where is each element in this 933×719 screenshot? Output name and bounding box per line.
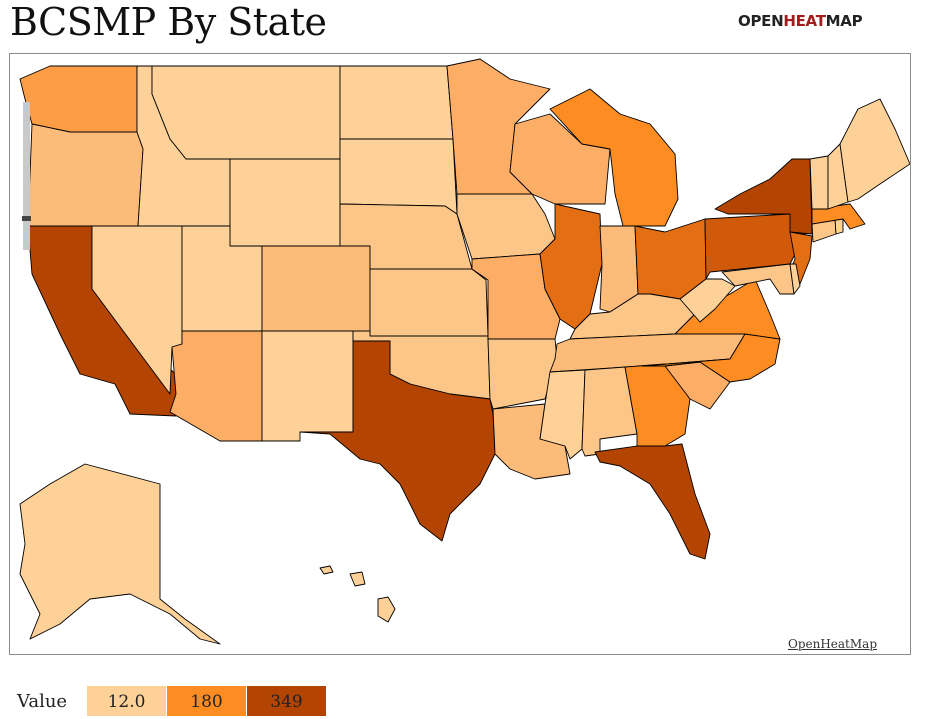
zoom-slider-track[interactable] — [23, 102, 30, 250]
state-maine[interactable] — [839, 98, 910, 203]
state-montana[interactable] — [151, 65, 341, 160]
us-state-map[interactable] — [10, 54, 910, 654]
state-arizona[interactable] — [169, 330, 263, 442]
openheatmap-logo[interactable]: OPENHEATMAP — [738, 12, 863, 30]
legend-stop-high: 349 — [247, 686, 326, 716]
logo-map: MAP — [825, 12, 863, 30]
state-hawaii[interactable] — [319, 565, 334, 575]
state-new-mexico[interactable] — [261, 330, 354, 442]
state-arkansas[interactable] — [487, 338, 558, 410]
state-rhode-island[interactable] — [834, 218, 844, 235]
legend-stop-low: 12.0 — [87, 686, 166, 716]
state-texas[interactable] — [299, 340, 496, 542]
state-hawaii-big-island[interactable] — [377, 596, 396, 623]
map-canvas[interactable]: OpenHeatMap — [9, 53, 911, 655]
state-north-carolina[interactable] — [641, 333, 781, 383]
state-florida[interactable] — [594, 443, 711, 560]
logo-heat: HEAT — [783, 12, 826, 30]
state-massachusetts[interactable] — [811, 203, 866, 230]
state-kansas[interactable] — [369, 268, 489, 337]
state-colorado[interactable] — [261, 245, 371, 332]
legend-label: Value — [17, 691, 68, 712]
state-michigan[interactable] — [549, 88, 679, 227]
legend-stop-mid: 180 — [167, 686, 246, 716]
state-wyoming[interactable] — [229, 158, 341, 247]
attribution-link[interactable]: OpenHeatMap — [787, 637, 877, 651]
page-title: BCSMP By State — [10, 0, 327, 44]
zoom-slider-handle[interactable] — [22, 216, 31, 221]
logo-open: OPEN — [738, 12, 784, 30]
state-oregon[interactable] — [27, 123, 144, 227]
state-delaware[interactable] — [789, 263, 801, 295]
state-hawaii-maui[interactable] — [349, 571, 366, 587]
state-washington[interactable] — [19, 65, 138, 133]
state-iowa[interactable] — [456, 193, 556, 260]
state-north-dakota[interactable] — [339, 65, 454, 140]
state-wisconsin[interactable] — [509, 113, 611, 205]
state-alaska[interactable] — [19, 463, 221, 645]
state-south-dakota[interactable] — [339, 138, 458, 215]
state-vermont[interactable] — [809, 155, 829, 210]
state-new-york[interactable] — [714, 158, 813, 235]
